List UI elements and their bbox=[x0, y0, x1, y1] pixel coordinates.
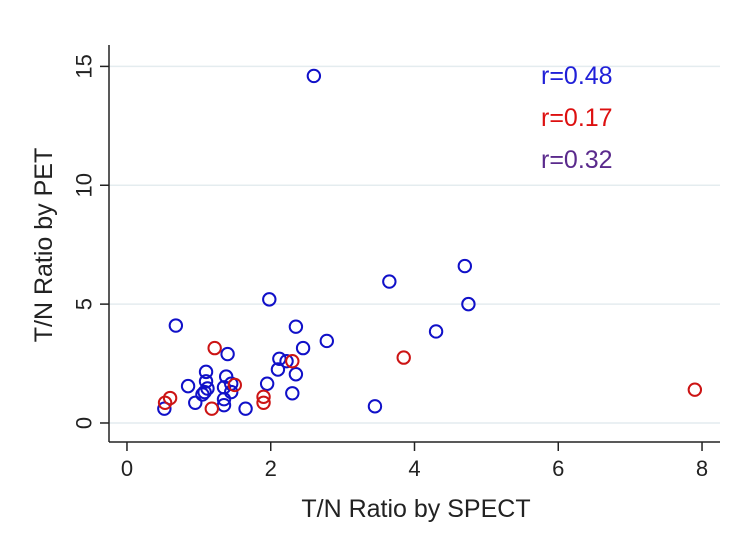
data-point-blue bbox=[220, 346, 235, 362]
data-point-blue bbox=[457, 258, 473, 274]
data-point-blue bbox=[288, 319, 304, 334]
data-point-blue bbox=[238, 401, 253, 416]
correlation-annotation: r=0.17 bbox=[541, 104, 613, 132]
data-point-blue bbox=[306, 68, 322, 84]
data-point-red bbox=[285, 353, 300, 369]
x-axis-title: T/N Ratio by SPECT bbox=[301, 495, 530, 523]
y-tick-label: 5 bbox=[72, 298, 97, 310]
data-point-blue bbox=[157, 401, 172, 416]
y-tick-label: 10 bbox=[72, 173, 97, 197]
data-point-blue bbox=[382, 274, 397, 289]
data-point-blue bbox=[270, 362, 286, 377]
data-point-blue bbox=[180, 378, 196, 394]
data-point-blue bbox=[319, 333, 335, 349]
data-point-red bbox=[256, 395, 271, 410]
data-point-blue bbox=[195, 387, 210, 402]
y-tick-label: 0 bbox=[72, 417, 97, 429]
data-point-blue bbox=[279, 353, 294, 369]
data-point-blue bbox=[367, 399, 383, 414]
data-point-red bbox=[227, 377, 242, 393]
data-point-blue bbox=[461, 296, 476, 312]
x-tick-label: 0 bbox=[121, 456, 133, 481]
data-point-blue bbox=[168, 318, 184, 333]
data-point-red bbox=[396, 350, 411, 365]
x-tick-label: 4 bbox=[408, 456, 420, 481]
data-point-red bbox=[157, 395, 173, 410]
x-tick-label: 8 bbox=[696, 456, 708, 481]
ticks: 0 5 10 15 0 2 4 6 8 bbox=[72, 54, 708, 481]
y-tick-label: 15 bbox=[72, 54, 97, 78]
data-point-red bbox=[204, 401, 219, 416]
correlation-annotation: r=0.48 bbox=[541, 62, 613, 90]
data-point-blue bbox=[288, 367, 304, 382]
correlation-annotation: r=0.32 bbox=[541, 146, 613, 174]
grid-lines bbox=[109, 65, 720, 424]
data-point-red bbox=[687, 382, 703, 397]
x-tick-label: 2 bbox=[265, 456, 277, 481]
data-point-blue bbox=[198, 364, 214, 380]
x-tick-label: 6 bbox=[552, 456, 564, 481]
data-point-blue bbox=[262, 292, 277, 307]
data-point-blue bbox=[295, 340, 311, 356]
data-point-blue bbox=[285, 386, 300, 401]
y-axis-title: T/N Ratio by PET bbox=[30, 148, 58, 343]
annotations: r=0.48 r=0.17 r=0.32 bbox=[541, 62, 613, 174]
data-point-red bbox=[207, 340, 222, 356]
data-point-red bbox=[256, 389, 271, 405]
data-point-blue bbox=[188, 395, 203, 410]
data-point-blue bbox=[197, 384, 212, 400]
data-point-blue bbox=[198, 374, 214, 389]
data-points bbox=[157, 68, 703, 416]
data-point-blue bbox=[259, 376, 275, 391]
data-point-blue bbox=[216, 392, 232, 407]
data-point-blue bbox=[218, 369, 234, 384]
data-point-blue bbox=[428, 324, 444, 339]
